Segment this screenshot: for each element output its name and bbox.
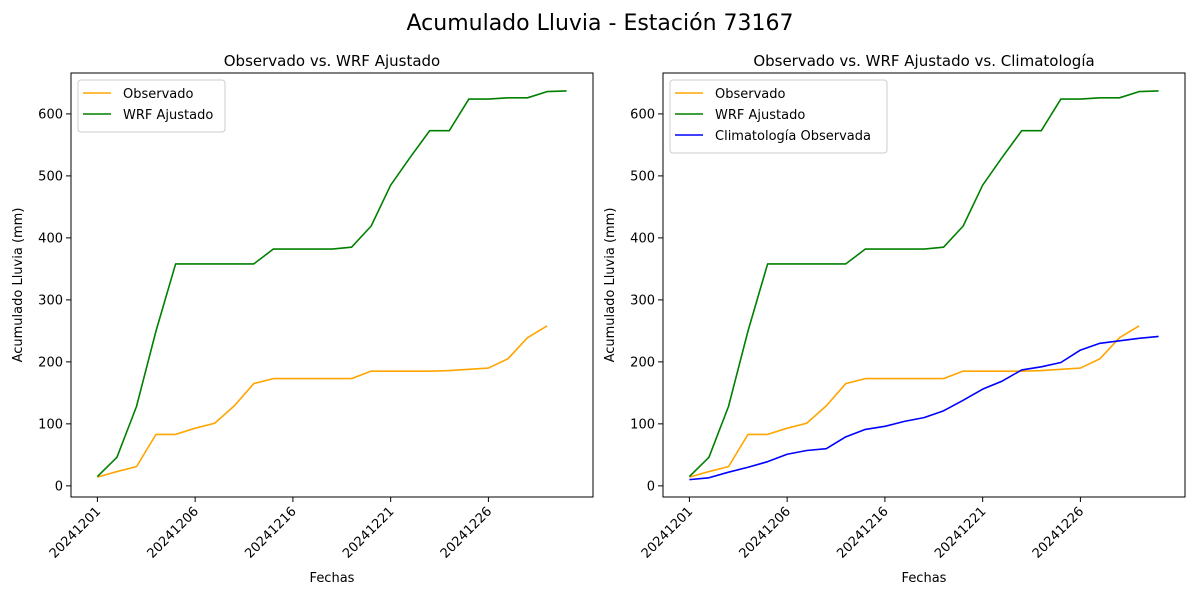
- y-tick-label: 600: [38, 107, 63, 122]
- y-tick-label: 400: [38, 231, 63, 246]
- x-tick-label: 20241206: [737, 504, 794, 561]
- x-tick-label: 20241221: [340, 504, 397, 561]
- y-tick-label: 300: [38, 293, 63, 308]
- y-tick-label: 200: [630, 355, 655, 370]
- chart-title: Observado vs. WRF Ajustado vs. Climatolo…: [753, 52, 1094, 70]
- y-tick-label: 100: [38, 417, 63, 432]
- series-line-wrf: [96, 90, 567, 478]
- axes-frame: [662, 72, 1186, 498]
- legend-box: [77, 79, 226, 133]
- y-tick-label: 0: [55, 479, 63, 494]
- y-axis-label: Acumulado Lluvia (mm): [11, 208, 26, 363]
- chart-title: Observado vs. WRF Ajustado: [224, 52, 440, 70]
- x-tick-label: 20241201: [47, 504, 104, 561]
- x-tick-label: 20241221: [932, 504, 989, 561]
- series-line-observado: [689, 325, 1140, 478]
- legend-label: WRF Ajustado: [715, 108, 805, 123]
- y-tick-label: 400: [630, 231, 655, 246]
- series-line-wrf: [688, 90, 1159, 478]
- y-axis-label: Acumulado Lluvia (mm): [603, 208, 618, 363]
- y-tick-label: 500: [38, 169, 63, 184]
- legend-label: Climatología Observada: [715, 129, 871, 144]
- legend-box: [669, 79, 888, 154]
- figure-title: Acumulado Lluvia - Estación 73167: [407, 11, 794, 36]
- chart-right: 0 100 200 300 400 500 600 20241201 20241206 20241…: [603, 52, 1186, 586]
- axes-frame: [70, 72, 594, 498]
- x-tick-label: 20241226: [438, 504, 495, 561]
- series-line-climatologia: [689, 335, 1159, 481]
- x-tick-label: 20241206: [145, 504, 202, 561]
- y-tick-label: 100: [630, 417, 655, 432]
- legend-label: WRF Ajustado: [123, 108, 213, 123]
- x-tick-label: 20241216: [834, 504, 891, 561]
- x-axis-label: Fechas: [902, 571, 947, 586]
- y-tick-label: 0: [647, 479, 655, 494]
- legend-label: Observado: [715, 87, 786, 102]
- y-tick-label: 500: [630, 169, 655, 184]
- x-tick-label: 20241226: [1030, 504, 1087, 561]
- x-axis-label: Fechas: [310, 571, 355, 586]
- legend-label: Observado: [123, 87, 194, 102]
- y-tick-label: 300: [630, 293, 655, 308]
- chart-left: 0 100 200 300 400 500 600 20241201 20241206 20241…: [11, 52, 594, 586]
- x-tick-label: 20241216: [242, 504, 299, 561]
- y-tick-label: 600: [630, 107, 655, 122]
- series-line-observado: [97, 325, 548, 478]
- x-tick-label: 20241201: [639, 504, 696, 561]
- y-tick-label: 200: [38, 355, 63, 370]
